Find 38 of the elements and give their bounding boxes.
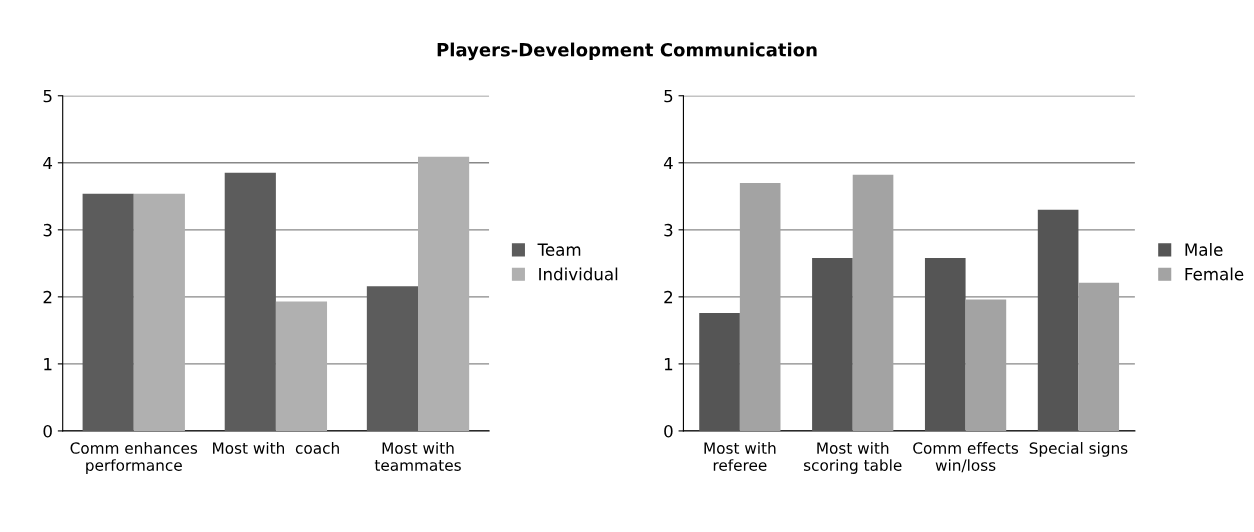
y-tick-label: 3	[664, 223, 673, 237]
y-tick-label: 4	[663, 156, 673, 170]
x-tick-label: Most with referee	[704, 442, 776, 471]
x-tick-label: Most with coach	[213, 442, 339, 454]
bar	[82, 193, 134, 431]
x-tick-label: Comm effects win/loss	[913, 442, 1019, 473]
bar	[418, 156, 470, 431]
y-tick-label: 1	[44, 358, 52, 371]
x-tick-label: Comm enhances performance	[70, 442, 198, 474]
y-tick-label: 3	[43, 223, 52, 237]
y-tick-label: 2	[43, 290, 52, 304]
bar	[1078, 282, 1120, 431]
x-tick-label: Most with scoring table	[803, 442, 902, 474]
bar	[275, 301, 328, 431]
x-tick-label: Most with teammates	[374, 442, 461, 471]
y-tick-label: 5	[43, 89, 52, 103]
legend-label: Male	[1185, 243, 1223, 256]
bar	[812, 257, 853, 431]
bar	[1037, 209, 1079, 431]
y-tick-label: 0	[43, 424, 52, 438]
legend-label: Female	[1185, 267, 1244, 281]
y-tick-label: 0	[664, 424, 673, 438]
y-tick-label: 5	[664, 89, 673, 103]
legend-label: Team	[537, 243, 581, 256]
bar	[924, 257, 966, 431]
bar	[852, 174, 894, 431]
bar	[965, 299, 1007, 431]
bar	[699, 312, 740, 431]
y-tick-label: 1	[664, 358, 673, 371]
y-tick-label: 4	[43, 156, 53, 170]
y-tick-label: 2	[664, 290, 673, 304]
legend-label: Individual	[539, 267, 618, 281]
bar	[133, 193, 185, 431]
bar	[224, 172, 276, 431]
bar	[739, 182, 781, 431]
text: Players-Development Communication	[437, 42, 817, 61]
x-tick-label: Special signs	[1029, 442, 1128, 457]
bar	[366, 286, 418, 431]
